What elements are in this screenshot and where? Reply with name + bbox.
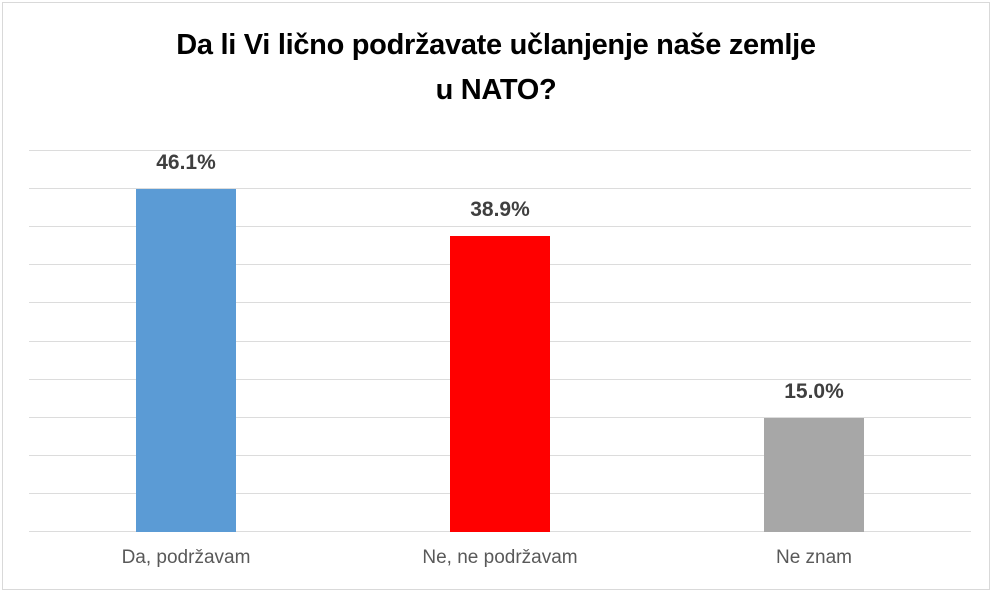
bar-value-label: 38.9% <box>470 197 530 221</box>
categories-row: Da, podržavam Ne, ne podržavam Ne znam <box>29 532 971 569</box>
bar-group-3: 15.0% <box>657 151 971 532</box>
plot-area: 46.1% 38.9% 15.0% <box>29 150 971 532</box>
gridline <box>29 226 971 228</box>
category-label: Ne znam <box>775 547 853 568</box>
category-label: Ne, ne podržavam <box>422 547 578 568</box>
bar-value-label: 46.1% <box>156 151 216 174</box>
bars-row: 46.1% 38.9% 15.0% <box>29 151 971 532</box>
chart-title-line-1: Da li Vi lično podržavate učlanjenje naš… <box>176 29 816 61</box>
bar-group-2: 38.9% <box>343 151 657 532</box>
chart-frame: Da li Vi lično podržavate učlanjenje naš… <box>2 2 990 590</box>
bar-group-1: 46.1% <box>29 151 343 532</box>
bar <box>450 235 550 532</box>
category-label: Da, podržavam <box>121 547 251 568</box>
chart-title: Da li Vi lično podržavate učlanjenje naš… <box>3 23 989 113</box>
bar <box>136 189 236 532</box>
bar-value-label: 15.0% <box>784 379 844 403</box>
gridline <box>29 150 971 151</box>
chart-title-line-2: u NATO? <box>435 74 557 106</box>
gridline <box>29 188 971 190</box>
bar <box>764 417 864 532</box>
